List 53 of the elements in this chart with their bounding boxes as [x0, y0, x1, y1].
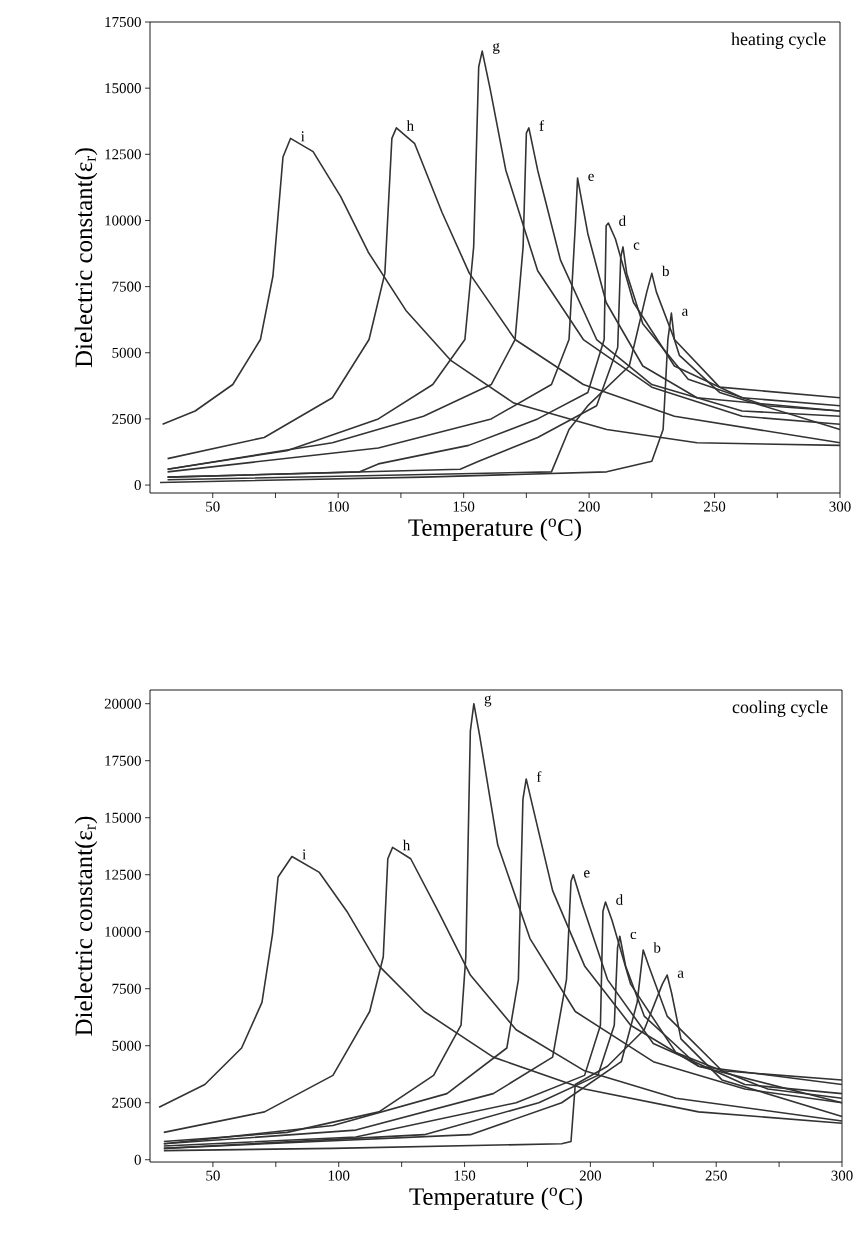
x-tick-label: 250 [705, 1170, 727, 1181]
series-label: f [539, 120, 545, 131]
y-tick-label: 5000 [112, 347, 141, 358]
series-label: i [301, 131, 305, 142]
y-tick-label: 0 [134, 1154, 141, 1165]
y-tick-label: 2500 [112, 1097, 141, 1108]
series-label: e [584, 870, 590, 878]
y-tick-label: 7500 [112, 983, 141, 994]
y-tick-label: 10000 [105, 215, 141, 226]
series-label: b [653, 942, 661, 953]
y-tick-label: 17500 [105, 755, 141, 766]
y-tick-label: 15000 [105, 812, 141, 823]
y-tick-label: 15000 [105, 83, 141, 94]
series-label: b [662, 265, 669, 277]
y-tick-label: 12500 [105, 149, 141, 160]
series-label: c [630, 931, 637, 940]
series-label: d [619, 215, 626, 226]
x-tick-label: 150 [453, 501, 475, 512]
y-tick-label: 20000 [104, 698, 141, 709]
series-label: g [493, 43, 500, 54]
y-axis-title: Dielectric constant(ε$_{r}$) [74, 816, 98, 1036]
y-tick-label: 2500 [112, 413, 141, 424]
series-label: a [677, 970, 684, 978]
x-tick-label: 250 [704, 501, 726, 512]
x-tick-label: 100 [328, 501, 349, 512]
x-tick-label: 50 [206, 501, 220, 512]
series-label: f [536, 771, 542, 782]
series-label: e [588, 173, 594, 181]
x-tick-label: 200 [578, 501, 600, 512]
x-axis-title: Temperature ($^{o}$C) [409, 1187, 582, 1211]
y-tick-label: 10000 [105, 926, 141, 937]
annotation: heating cycle [731, 32, 826, 49]
y-tick-label: 5000 [112, 1040, 141, 1051]
series-label: h [406, 120, 414, 131]
series-label: c [633, 242, 640, 250]
y-axis-title: Dielectric constant(ε$_{r}$) [74, 148, 98, 368]
annotation: cooling cycle [732, 700, 828, 717]
x-tick-label: 100 [328, 1170, 350, 1181]
series-label: d [616, 894, 623, 905]
x-tick-label: 50 [206, 1170, 220, 1181]
series-label: h [402, 839, 411, 851]
y-tick-label: 7500 [112, 281, 141, 292]
y-tick-label: 0 [134, 480, 141, 491]
x-axis-title: Temperature ($^{o}$C) [408, 518, 581, 542]
x-tick-label: 150 [454, 1170, 476, 1181]
series-label: g [484, 695, 492, 707]
series-label: i [302, 849, 306, 860]
x-tick-label: 300 [831, 1170, 853, 1181]
y-tick-label: 17500 [105, 16, 141, 28]
series-label: a [682, 308, 689, 316]
x-tick-label: 300 [829, 501, 851, 512]
x-tick-label: 200 [579, 1170, 602, 1181]
y-tick-label: 12500 [105, 869, 141, 880]
